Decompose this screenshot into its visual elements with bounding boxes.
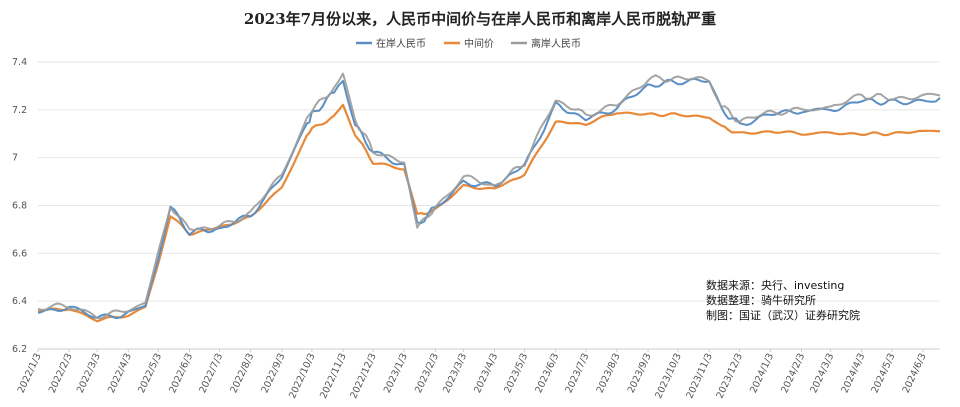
x-tick-label: 2022/8/3	[228, 352, 256, 395]
x-tick-label: 2024/5/3	[870, 352, 898, 395]
x-tick-label: 2022/1/3	[16, 352, 44, 395]
x-tick-label: 2022/12/3	[348, 352, 379, 401]
series-line-offshore	[37, 72, 941, 320]
annotation-source: 数据来源：央行、investing	[706, 278, 844, 292]
chart-title: 2023年7月份以来，人民币中间价与在岸人民币和离岸人民币脱轨严重	[244, 10, 716, 28]
y-tick-label: 6.8	[12, 201, 27, 212]
x-tick-label: 2023/10/3	[653, 352, 684, 401]
x-tick-label: 2024/1/3	[748, 352, 776, 395]
x-tick-label: 2022/7/3	[197, 352, 225, 395]
x-tick-label: 2023/2/3	[413, 352, 441, 395]
x-tick-label: 2023/11/3	[684, 352, 715, 401]
x-tick-label: 2023/3/3	[441, 352, 469, 395]
legend-label: 在岸人民币	[376, 38, 426, 50]
x-tick-label: 2024/6/3	[901, 352, 929, 395]
x-tick-label: 2022/6/3	[167, 352, 195, 395]
annotation-compiler: 数据整理：骑牛研究所	[706, 293, 816, 307]
gridlines	[38, 61, 940, 350]
y-tick-label: 7	[12, 153, 18, 164]
x-tick-label: 2022/5/3	[136, 352, 164, 395]
x-tick-label: 2024/3/3	[808, 352, 836, 395]
y-tick-label: 6.4	[12, 296, 27, 307]
legend-label: 中间价	[464, 37, 494, 50]
legend-label: 离岸人民币	[531, 37, 581, 50]
x-tick-label: 2023/5/3	[502, 352, 530, 395]
x-tick-label: 2024/2/3	[779, 352, 807, 395]
x-tick-label: 2022/10/3	[287, 352, 318, 401]
series-line-onshore	[37, 77, 941, 320]
x-tick-label: 2023/1/3	[382, 352, 410, 395]
x-tick-label: 2023/9/3	[626, 352, 654, 395]
annotation-producer: 制图：国证（武汉）证券研究院	[706, 308, 860, 322]
y-tick-label: 7.4	[12, 57, 27, 68]
x-tick-label: 2023/6/3	[533, 352, 561, 395]
x-axis: 2022/1/3 2022/2/3 2022/3/3 2022/4/3 2022/5/3…	[16, 349, 929, 400]
x-tick-label: 2023/4/3	[472, 352, 500, 395]
x-tick-label: 2024/4/3	[839, 352, 867, 395]
legend: 在岸人民币 中间价 离岸人民币	[356, 37, 581, 50]
y-tick-label: 7.2	[12, 105, 27, 116]
x-tick-label: 2022/4/3	[106, 352, 134, 395]
y-tick-label: 6.6	[12, 248, 27, 259]
x-tick-label: 2022/9/3	[260, 352, 288, 395]
series-group	[37, 72, 941, 323]
x-tick-label: 2023/12/3	[714, 352, 745, 401]
x-tick-label: 2022/2/3	[47, 352, 75, 395]
y-tick-label: 6.2	[12, 344, 27, 355]
x-tick-label: 2022/3/3	[75, 352, 103, 395]
x-tick-label: 2023/8/3	[595, 352, 623, 395]
series-line-midpoint	[37, 103, 941, 323]
x-tick-label: 2022/11/3	[318, 352, 349, 401]
annotations: 数据来源：央行、investing 数据整理：骑牛研究所 制图：国证（武汉）证券…	[706, 278, 860, 322]
y-axis: 6.2 6.4 6.6 6.8 7 7.2 7.4	[12, 57, 27, 355]
x-tick-label: 2023/7/3	[564, 352, 592, 395]
